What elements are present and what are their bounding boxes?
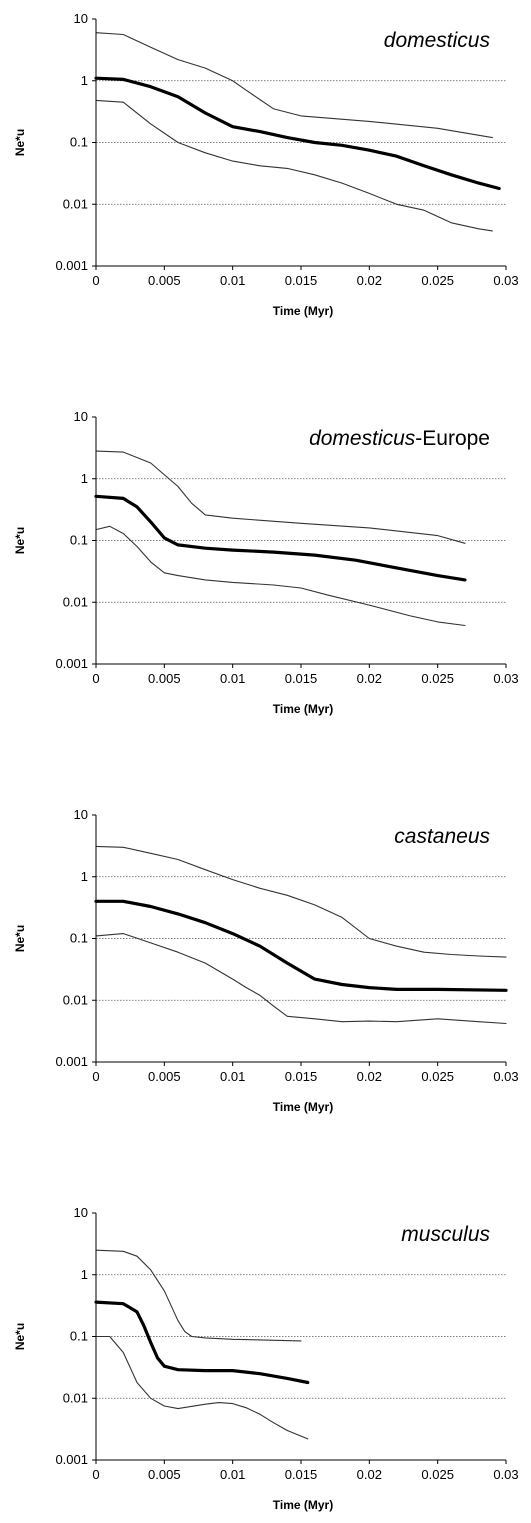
x-axis-title: Time (Myr)	[273, 1100, 333, 1114]
x-tick-label: 0.005	[148, 273, 181, 288]
x-tick-label: 0.025	[421, 1467, 454, 1482]
x-tick-label: 0.015	[285, 1069, 318, 1084]
y-tick-label: 10	[74, 807, 88, 822]
y-axis-title: Ne*u	[13, 527, 27, 554]
y-axis-title: Ne*u	[13, 1323, 27, 1350]
series-line-median	[94, 76, 501, 191]
y-tick-label: 10	[74, 11, 88, 26]
panel-title-italic: castaneus	[394, 825, 490, 848]
x-tick-label: 0	[92, 1467, 99, 1482]
x-tick-label: 0.025	[421, 273, 454, 288]
y-tick-label: 1	[81, 471, 88, 486]
panel-title: musculus	[401, 1223, 490, 1246]
x-tick-label: 0	[92, 273, 99, 288]
y-axis-title: Ne*u	[13, 129, 27, 156]
x-tick-label: 0.005	[148, 1467, 181, 1482]
y-tick-label: 0.01	[63, 594, 88, 609]
x-tick-label: 0.01	[220, 273, 245, 288]
y-tick-label: 0.1	[70, 135, 88, 150]
x-tick-label: 0.03	[493, 273, 518, 288]
x-tick-label: 0	[92, 1069, 99, 1084]
x-tick-label: 0.02	[357, 1069, 382, 1084]
y-tick-label: 1	[81, 1267, 88, 1282]
x-tick-label: 0.005	[148, 1069, 181, 1084]
series-line-upper	[95, 1249, 302, 1342]
x-tick-label: 0.015	[285, 1467, 318, 1482]
series-line-lower	[95, 99, 493, 232]
y-tick-label: 0.001	[55, 1452, 88, 1467]
x-tick-label: 0.01	[220, 1069, 245, 1084]
series-line-lower	[95, 933, 507, 1025]
panel-title-italic: domesticus	[384, 29, 491, 52]
x-tick-label: 0	[92, 671, 99, 686]
x-tick-label: 0.01	[220, 671, 245, 686]
x-tick-label: 0.03	[493, 1069, 518, 1084]
y-tick-label: 0.1	[70, 931, 88, 946]
panel-title: domesticus	[384, 29, 491, 52]
series-line-median	[94, 1300, 310, 1385]
panel-title: castaneus	[394, 825, 490, 848]
x-axis-title: Time (Myr)	[273, 304, 333, 318]
x-tick-label: 0.02	[357, 273, 382, 288]
y-tick-label: 10	[74, 1205, 88, 1220]
series-line-lower	[95, 525, 466, 627]
series-line-upper	[95, 32, 493, 139]
series-line-upper	[95, 845, 507, 958]
x-axis-title: Time (Myr)	[273, 1498, 333, 1512]
x-tick-label: 0.03	[493, 1467, 518, 1482]
chart-panel-3: 0.001 0.01 0.1 1 10 0 0.005 0.01 0.015 0.02 0.025 0…	[13, 807, 519, 1114]
series-line-lower	[95, 1335, 309, 1440]
chart-panel-1: 0.001 0.01 0.1 1 10 0 0.005 0.01 0.015 0.02 0.025 0…	[13, 11, 519, 318]
x-tick-label: 0.03	[493, 671, 518, 686]
panel-title: domesticus-Europe	[309, 427, 490, 450]
x-tick-label: 0.02	[357, 671, 382, 686]
panel-title-suffix: -Europe	[415, 427, 490, 450]
x-tick-label: 0.025	[421, 671, 454, 686]
x-tick-label: 0.02	[357, 1467, 382, 1482]
y-tick-label: 0.01	[63, 1390, 88, 1405]
chart-panel-4: 0.001 0.01 0.1 1 10 0 0.005 0.01 0.015 0.02 0.025 0…	[13, 1205, 519, 1512]
y-tick-label: 0.1	[70, 1329, 88, 1344]
series-line-median	[94, 494, 467, 582]
y-axis-title: Ne*u	[13, 925, 27, 952]
x-tick-label: 0.01	[220, 1467, 245, 1482]
x-tick-label: 0.015	[285, 273, 318, 288]
y-tick-label: 0.001	[55, 656, 88, 671]
x-tick-label: 0.025	[421, 1069, 454, 1084]
y-tick-label: 1	[81, 73, 88, 88]
panel-title-italic: musculus	[401, 1223, 490, 1246]
x-tick-label: 0.005	[148, 671, 181, 686]
x-tick-label: 0.015	[285, 671, 318, 686]
y-tick-label: 0.1	[70, 533, 88, 548]
y-tick-label: 0.001	[55, 1054, 88, 1069]
y-tick-label: 1	[81, 869, 88, 884]
y-tick-label: 10	[74, 409, 88, 424]
y-tick-label: 0.001	[55, 258, 88, 273]
y-tick-label: 0.01	[63, 992, 88, 1007]
x-axis-title: Time (Myr)	[273, 702, 333, 716]
y-tick-label: 0.01	[63, 196, 88, 211]
series-line-median	[94, 899, 508, 992]
chart-panel-2: 0.001 0.01 0.1 1 10 0 0.005 0.01 0.015 0.02 0.025 0…	[13, 409, 519, 716]
panel-title-italic: domesticus	[309, 427, 416, 450]
series-line-upper	[95, 450, 466, 544]
